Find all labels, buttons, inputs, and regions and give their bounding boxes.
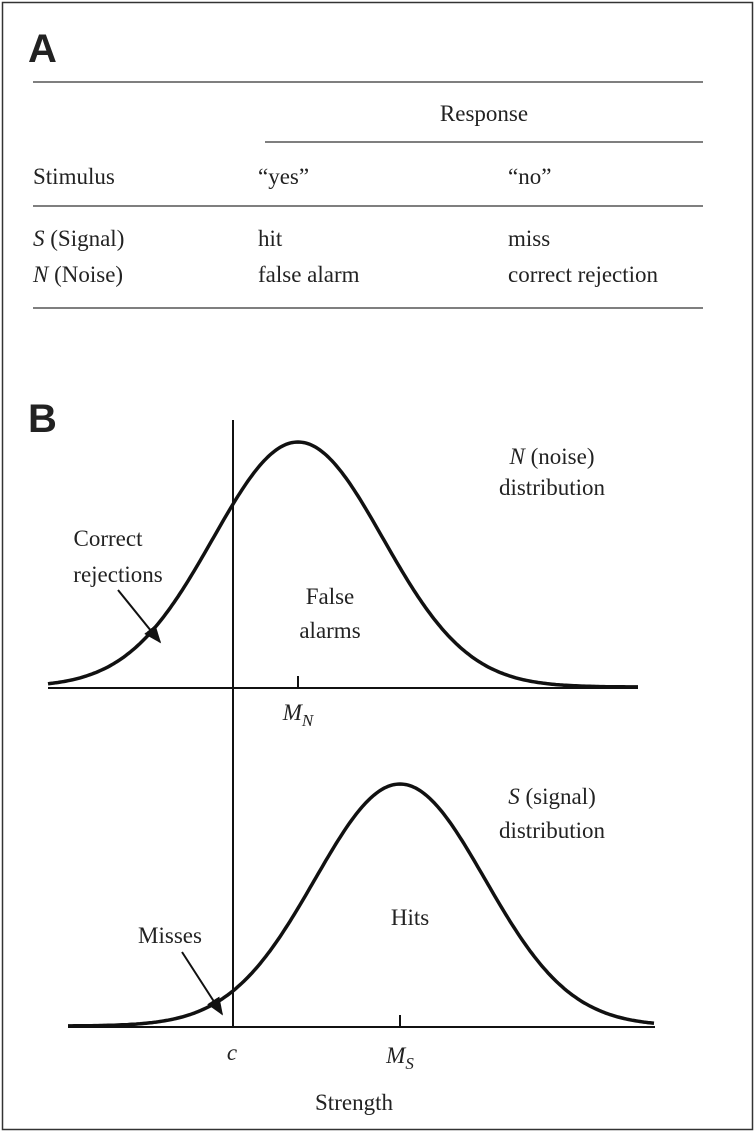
noise-label: N (noise) bbox=[509, 444, 595, 469]
row-label: N (Noise) bbox=[32, 262, 123, 287]
row-header: Stimulus bbox=[33, 164, 115, 189]
cell: false alarm bbox=[258, 262, 360, 287]
noise-label: distribution bbox=[499, 475, 606, 500]
column-header: “yes” bbox=[258, 164, 309, 189]
region-label: rejections bbox=[73, 562, 162, 587]
mean-label: MS bbox=[385, 1043, 414, 1073]
panel-label: B bbox=[28, 397, 57, 441]
arrow bbox=[117, 589, 162, 644]
column-group: Response bbox=[440, 101, 528, 126]
region-label: Correct bbox=[74, 526, 144, 551]
mean-label: MN bbox=[282, 700, 315, 730]
row-label: S (Signal) bbox=[33, 226, 124, 251]
region-label: Misses bbox=[138, 923, 202, 948]
region-label: Hits bbox=[391, 905, 429, 930]
axis-label: Strength bbox=[315, 1090, 393, 1115]
region-label: False bbox=[306, 584, 355, 609]
signal-label: distribution bbox=[499, 818, 606, 843]
signal-label: S (signal) bbox=[508, 784, 596, 809]
column-header: “no” bbox=[508, 164, 551, 189]
region-label: alarms bbox=[299, 618, 360, 643]
criterion-label: c bbox=[227, 1040, 237, 1065]
panel-label: A bbox=[28, 27, 57, 71]
cell: correct rejection bbox=[508, 262, 659, 287]
signal-curve bbox=[68, 782, 655, 1028]
cell: hit bbox=[258, 226, 283, 251]
arrow bbox=[181, 951, 223, 1016]
cell: miss bbox=[508, 226, 550, 251]
